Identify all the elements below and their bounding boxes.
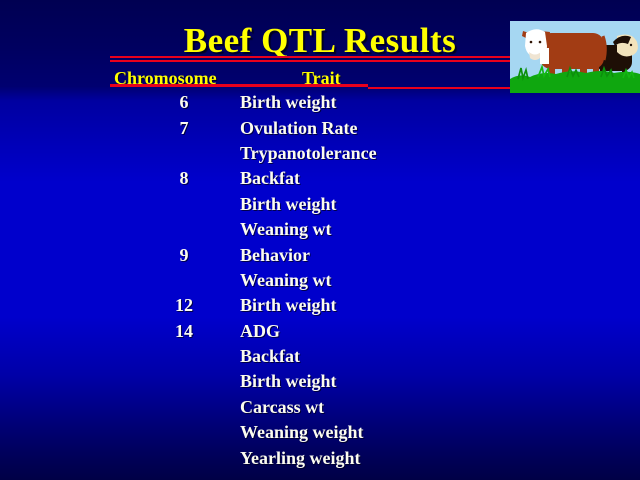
chromosome-cell: 12 bbox=[175, 295, 193, 316]
trait-cell: Birth weight bbox=[240, 295, 337, 316]
table-row: Birth weight bbox=[0, 192, 640, 217]
trait-cell: Birth weight bbox=[240, 92, 337, 113]
header-underline-thin bbox=[368, 87, 640, 89]
cattle-clipart bbox=[510, 21, 640, 93]
trait-cell: Weaning wt bbox=[240, 269, 332, 290]
header-underline-thick bbox=[110, 84, 368, 87]
chromosome-cell: 6 bbox=[179, 92, 189, 113]
chromosome-cell: 9 bbox=[179, 244, 189, 265]
cattle-illustration bbox=[510, 21, 640, 93]
table-row: Backfat bbox=[0, 344, 640, 369]
trait-cell: Ovulation Rate bbox=[240, 117, 358, 138]
trait-cell: Backfat bbox=[240, 168, 300, 189]
trait-cell: ADG bbox=[240, 320, 280, 341]
title-underline-bottom bbox=[110, 60, 640, 62]
chromosome-cell: 14 bbox=[175, 320, 193, 341]
table-row: 7 Ovulation Rate bbox=[0, 115, 640, 140]
table-row: 8 Backfat bbox=[0, 166, 640, 191]
table-row: Weaning weight bbox=[0, 420, 640, 445]
chromosome-cell: 7 bbox=[179, 117, 189, 138]
trait-cell: Carcass wt bbox=[240, 396, 325, 417]
column-header-trait: Trait bbox=[302, 68, 341, 88]
column-header-chromosome: Chromosome bbox=[114, 68, 217, 88]
qtl-table: 6 Birth weight 7 Ovulation Rate Trypanot… bbox=[0, 90, 640, 471]
trait-cell: Yearling weight bbox=[240, 447, 361, 468]
table-row: 9 Behavior bbox=[0, 242, 640, 267]
trait-cell: Behavior bbox=[240, 244, 310, 265]
chromosome-cell: 8 bbox=[179, 168, 189, 189]
table-row: Weaning wt bbox=[0, 268, 640, 293]
table-row: Carcass wt bbox=[0, 395, 640, 420]
trait-cell: Weaning weight bbox=[240, 422, 364, 443]
table-row: 6 Birth weight bbox=[0, 90, 640, 115]
trait-cell: Birth weight bbox=[240, 193, 337, 214]
hereford-cow bbox=[522, 29, 607, 85]
trait-cell: Backfat bbox=[240, 346, 300, 367]
title-underline-top bbox=[110, 56, 640, 58]
trait-cell: Trypanotolerance bbox=[240, 142, 377, 163]
trait-cell: Weaning wt bbox=[240, 219, 332, 240]
table-row: Yearling weight bbox=[0, 445, 640, 470]
trait-cell: Birth weight bbox=[240, 371, 337, 392]
slide-title: Beef QTL Results bbox=[183, 21, 457, 60]
table-row: 14 ADG bbox=[0, 319, 640, 344]
grass bbox=[510, 64, 640, 93]
table-row: 12 Birth weight bbox=[0, 293, 640, 318]
table-row: Trypanotolerance bbox=[0, 141, 640, 166]
table-row: Birth weight bbox=[0, 369, 640, 394]
table-row: Weaning wt bbox=[0, 217, 640, 242]
